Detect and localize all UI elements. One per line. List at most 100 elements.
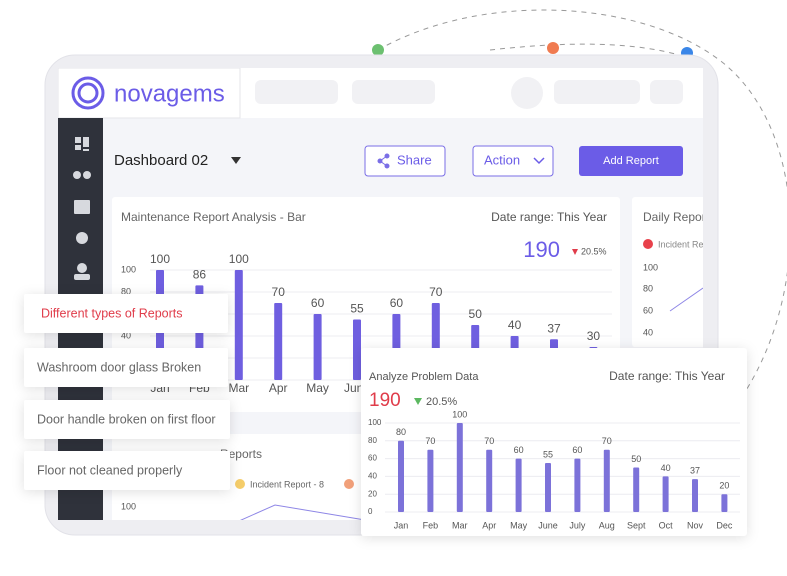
value-label: 50: [469, 307, 483, 321]
add-report-button[interactable]: [579, 146, 683, 176]
list-item[interactable]: [24, 400, 230, 439]
action-button[interactable]: [472, 145, 554, 177]
x-tick-label: Mar: [228, 381, 249, 395]
bar: [234, 270, 243, 380]
action-caret: [533, 157, 545, 165]
value-label: 60: [311, 296, 325, 310]
bar: [721, 494, 728, 512]
list-item-label: Different types of Reports: [41, 306, 183, 320]
x-tick-label: Nov: [687, 520, 704, 530]
y-tick-label: 20: [368, 489, 377, 498]
date-range: Date range: This Year: [491, 210, 607, 224]
y-tick-label: 40: [643, 327, 653, 337]
page-title: Dashboard 02: [114, 152, 208, 169]
share-icon: [377, 153, 390, 169]
list-item-label: Floor not cleaned properly: [37, 463, 183, 477]
share-button[interactable]: [364, 145, 446, 177]
bar: [574, 458, 581, 512]
icon: [83, 171, 91, 179]
y-tick-label: 60: [643, 305, 653, 315]
value-label: 70: [602, 436, 612, 446]
bar: [662, 476, 669, 512]
icon[interactable]: [76, 232, 88, 244]
up-arrow: [414, 398, 422, 405]
bar: [515, 458, 522, 512]
value-label: 70: [272, 285, 286, 299]
logo-ring: [71, 76, 105, 110]
bar: [545, 463, 551, 512]
legend-dot: [344, 479, 354, 489]
icon[interactable]: [77, 263, 87, 273]
card-title: Reports: [220, 447, 262, 461]
x-tick-label: Apr: [482, 520, 496, 530]
list-item[interactable]: [24, 348, 228, 387]
x-tick-label: Apr: [269, 381, 288, 395]
value-label: 50: [631, 454, 641, 464]
placeholder: [554, 80, 640, 104]
x-tick-label: May: [510, 520, 528, 530]
value-label: 55: [350, 302, 364, 316]
value-label: 37: [547, 321, 561, 335]
card-title: Analyze Problem Data: [369, 371, 479, 383]
logo-ring: [77, 82, 99, 104]
bar: [313, 314, 322, 380]
share-label: Share: [397, 152, 432, 167]
value-label: 55: [543, 449, 553, 459]
value-label: 100: [150, 252, 170, 266]
bar: [603, 449, 610, 512]
dropdown-caret[interactable]: [231, 157, 241, 164]
value-label: 100: [229, 252, 249, 266]
total: 190: [369, 390, 401, 411]
date-range: Date range: This Year: [609, 369, 725, 383]
legend-dot: [643, 239, 653, 249]
icon: [75, 145, 81, 150]
icon[interactable]: [75, 137, 81, 143]
avatar: [511, 77, 543, 109]
y-tick-label: 80: [368, 436, 377, 445]
card-title: Maintenance Report Analysis - Bar: [121, 210, 306, 224]
icon[interactable]: [73, 171, 81, 179]
report-list: Different types of Reports Washroom door …: [24, 294, 230, 490]
x-tick-label: Dec: [716, 520, 733, 530]
down-arrow: [572, 249, 578, 255]
x-tick-label: Mar: [452, 520, 468, 530]
placeholder: [255, 80, 338, 104]
icon: [74, 274, 90, 280]
sidebar-icons: [73, 137, 91, 280]
x-tick-label: Feb: [423, 520, 439, 530]
bar: [274, 303, 283, 380]
decor-dot: [547, 42, 559, 54]
x-tick-label: June: [538, 520, 558, 530]
list-item[interactable]: [24, 451, 230, 490]
value-label: 86: [193, 268, 207, 282]
total: 190: [523, 237, 560, 262]
icon[interactable]: [74, 200, 90, 214]
y-tick-label: 0: [368, 507, 373, 516]
legend-dot: [235, 479, 245, 489]
value-label: 70: [429, 285, 443, 299]
decor-dot: [372, 44, 384, 56]
value-label: 20: [719, 481, 729, 491]
brand: novagems: [114, 80, 225, 107]
x-tick-label: Oct: [659, 520, 674, 530]
decor-arc: [377, 9, 787, 393]
change: 20.5%: [581, 246, 607, 256]
x-tick-label: Aug: [599, 520, 615, 530]
list-item[interactable]: [24, 294, 228, 333]
y-tick-label: 100: [643, 262, 658, 272]
y-tick-label: 100: [368, 418, 382, 427]
x-tick-label: May: [306, 381, 329, 395]
value-label: 60: [514, 445, 524, 455]
value-label: 37: [690, 465, 700, 475]
y-tick-label: 80: [643, 283, 653, 293]
icon: [379, 155, 388, 167]
list-item-label: Washroom door glass Broken: [37, 360, 201, 374]
action-label: Action: [484, 152, 520, 167]
value-label: 30: [587, 329, 601, 343]
card-title: Daily Report: [643, 210, 710, 224]
bar: [456, 423, 463, 512]
x-tick-label: Jan: [394, 520, 409, 530]
list-item-label: Door handle broken on first floor: [37, 412, 216, 426]
card: [632, 197, 703, 347]
axis: 100: [121, 501, 136, 511]
